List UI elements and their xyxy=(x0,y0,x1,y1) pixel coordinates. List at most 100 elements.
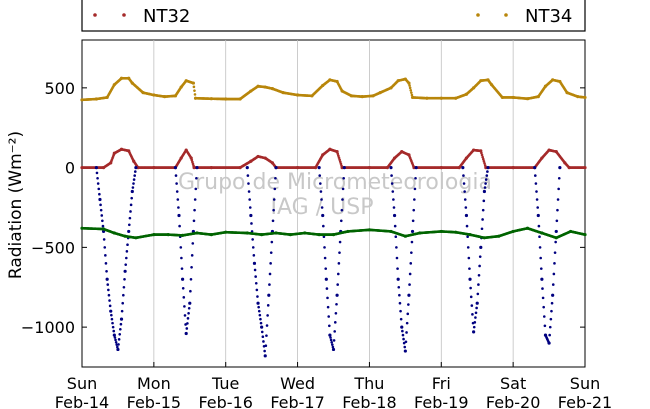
data-point-interp xyxy=(121,301,125,305)
data-point-interp xyxy=(130,196,134,200)
x-tick-date: Feb-14 xyxy=(55,393,109,409)
legend-box xyxy=(81,0,586,32)
data-point-interp xyxy=(553,262,556,265)
data-point-interp xyxy=(399,317,403,321)
data-point-interp xyxy=(336,272,340,276)
data-point-interp xyxy=(338,158,341,161)
data-point-interp xyxy=(328,324,331,328)
data-point-interp xyxy=(133,170,137,173)
data-point-interp xyxy=(270,240,274,244)
data-point-interp xyxy=(265,324,269,327)
data-point-interp xyxy=(102,238,106,241)
data-point xyxy=(414,166,418,170)
data-point-interp xyxy=(533,174,537,177)
data-point-interp xyxy=(557,176,561,180)
data-point-interp xyxy=(336,283,339,286)
data-point-interp xyxy=(133,174,136,177)
data-point xyxy=(267,293,271,297)
data-point-interp xyxy=(480,153,484,157)
data-point-interp xyxy=(535,198,539,201)
data-point-interp xyxy=(408,84,411,87)
data-point-interp xyxy=(331,345,335,349)
data-point-interp xyxy=(259,321,263,325)
data-point-interp xyxy=(478,255,482,258)
data-point xyxy=(551,293,555,297)
data-point xyxy=(486,166,490,170)
data-point xyxy=(407,81,411,85)
data-point-interp xyxy=(410,93,414,97)
data-point-interp xyxy=(110,313,113,317)
data-point-interp xyxy=(322,235,326,239)
watermark-line-1: Grupo de Micrometeorologia xyxy=(178,170,492,195)
data-point-interp xyxy=(398,301,402,305)
data-point-interp xyxy=(193,208,196,212)
data-point-interp xyxy=(535,190,538,193)
data-point-interp xyxy=(471,313,474,316)
data-point-interp xyxy=(192,219,196,223)
data-point-interp xyxy=(126,243,129,247)
data-point-interp xyxy=(329,338,333,342)
data-point-interp xyxy=(482,157,485,161)
data-point-interp xyxy=(106,283,110,286)
data-point-interp xyxy=(334,311,338,315)
data-point xyxy=(274,166,278,170)
data-point xyxy=(475,301,479,305)
data-point-interp xyxy=(410,91,413,94)
data-point-interp xyxy=(341,198,344,201)
x-tick-day: Wed xyxy=(280,374,315,393)
data-point-interp xyxy=(122,293,125,297)
data-point-interp xyxy=(320,206,324,209)
data-point-interp xyxy=(481,218,484,221)
data-point xyxy=(252,261,257,265)
data-point-interp xyxy=(543,324,547,328)
data-point-interp xyxy=(541,287,544,290)
data-point-interp xyxy=(174,174,178,177)
data-point xyxy=(479,149,483,153)
data-point-interp xyxy=(408,86,412,90)
data-point-interp xyxy=(412,208,416,212)
data-point-interp xyxy=(181,287,185,290)
x-tick-day: Thu xyxy=(353,374,384,393)
data-point-interp xyxy=(258,313,262,317)
data-point-interp xyxy=(470,304,474,307)
data-point-interp xyxy=(107,293,111,297)
data-point-interp xyxy=(123,277,126,281)
data-point-interp xyxy=(390,174,393,177)
data-point xyxy=(410,229,415,234)
data-point-interp xyxy=(176,198,180,201)
data-point-interp xyxy=(103,246,107,249)
x-tick-day: Sun xyxy=(67,374,97,393)
data-point-interp xyxy=(405,331,408,334)
y-tick-label: 500 xyxy=(44,79,75,98)
data-point-interp xyxy=(120,309,124,313)
data-point-interp xyxy=(336,152,340,155)
data-point xyxy=(583,95,587,100)
data-point-interp xyxy=(108,299,111,302)
data-point-interp xyxy=(468,267,471,270)
data-point-interp xyxy=(101,224,105,228)
data-point-interp xyxy=(191,242,195,245)
data-point-interp xyxy=(119,327,122,331)
data-point-interp xyxy=(320,198,323,201)
data-point-interp xyxy=(111,321,114,325)
data-point-interp xyxy=(337,262,341,265)
data-point-interp xyxy=(175,182,178,185)
data-point-interp xyxy=(319,190,323,193)
data-point xyxy=(335,293,339,297)
data-point xyxy=(583,166,587,170)
data-point-interp xyxy=(192,85,196,89)
x-tick-day: Sun xyxy=(570,374,600,393)
legend-label-nt32: NT32 xyxy=(143,6,190,27)
data-point-interp xyxy=(333,330,336,333)
data-point xyxy=(263,354,267,358)
data-point xyxy=(464,213,469,218)
data-point-interp xyxy=(473,321,477,324)
data-point-interp xyxy=(408,272,412,276)
x-tick-date: Feb-18 xyxy=(342,393,396,409)
data-point-interp xyxy=(536,206,539,209)
data-point-interp xyxy=(246,174,250,177)
data-point-interp xyxy=(99,208,103,212)
